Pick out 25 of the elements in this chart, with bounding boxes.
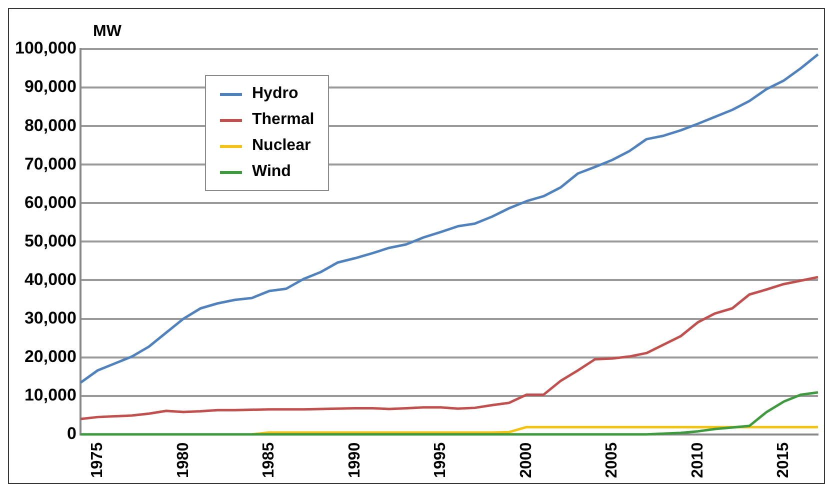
legend-label: Wind	[252, 163, 291, 181]
y-tick-label: 30,000	[24, 308, 76, 328]
y-tick-label: 100,000	[15, 38, 76, 58]
y-tick-label: 80,000	[24, 116, 76, 135]
x-tick-label: 2000	[518, 442, 535, 478]
y-tick-label: 0	[66, 424, 76, 444]
legend-label: Hydro	[252, 85, 298, 103]
x-tick-label: 1980	[174, 442, 192, 478]
y-tick-label: 40,000	[24, 270, 76, 289]
x-tick-label: 2005	[604, 442, 621, 478]
y-tick-label: 90,000	[24, 77, 76, 96]
x-tick-label: 1975	[89, 442, 106, 478]
y-tick-label: 70,000	[24, 154, 76, 174]
y-tick-label: 20,000	[24, 347, 76, 366]
legend-label: Thermal	[252, 111, 314, 129]
y-tick-label: 50,000	[24, 231, 76, 250]
x-tick-label: 2015	[775, 442, 792, 478]
y-tick-label: 10,000	[24, 386, 76, 405]
y-tick-label: 60,000	[24, 192, 76, 212]
x-tick-label: 1995	[432, 442, 450, 478]
legend-label: Nuclear	[252, 137, 311, 155]
x-tick-label: 1985	[260, 442, 278, 478]
x-tick-label: 1990	[346, 442, 364, 478]
x-tick-label: 2010	[689, 442, 706, 478]
y-axis-title: MW	[93, 23, 122, 41]
